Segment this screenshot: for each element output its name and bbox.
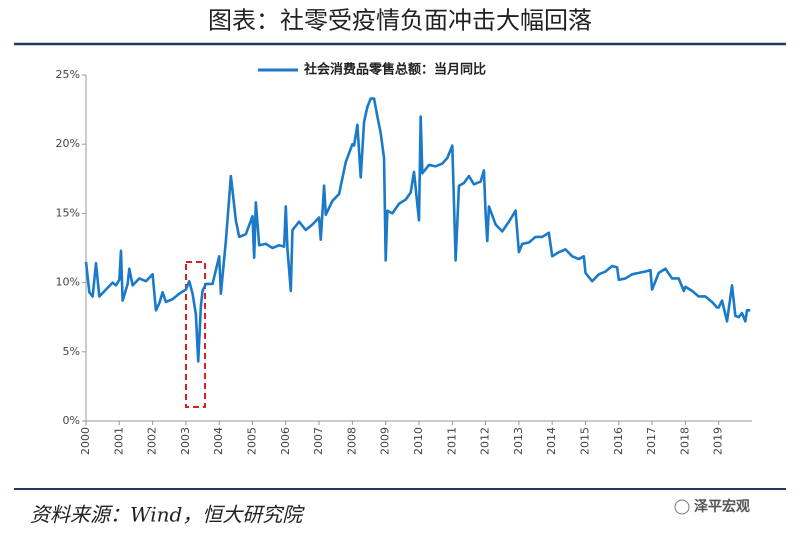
x-tick-label: 2016 [612,427,625,455]
x-tick-label: 2009 [379,427,392,455]
y-tick-label: 25% [56,68,80,81]
line [84,97,751,363]
x-tick-label: 2005 [246,427,259,455]
x-tick-label: 2014 [545,427,558,455]
y-tick-label: 5% [63,345,80,358]
source: 资料来源：Wind，恒大研究院 [30,503,305,527]
x-tick-label: 2019 [712,427,725,455]
x-tick-label: 2013 [512,427,525,455]
x-tick-label: 2015 [579,427,592,455]
x-tick-label: 2006 [279,427,292,455]
x-tick-label: 2000 [79,427,92,455]
x-tick-label: 2007 [312,427,325,455]
x-tick-label: 2018 [678,427,691,455]
x-tick-label: 2001 [112,427,125,455]
y-tick-label: 10% [56,276,80,289]
y-tick-label: 0% [63,414,80,427]
watermark: 泽平宏观 [694,498,750,515]
legend-label: 社会消费品零售总额：当月同比 [303,62,486,78]
x-tick-label: 2017 [645,427,658,455]
y-tick-label: 20% [56,137,80,150]
x-tick-label: 2008 [345,427,358,455]
chart-title: 图表：社零受疫情负面冲击大幅回落 [208,7,592,35]
highlight-box [185,261,206,408]
watermark-icon [674,499,690,515]
x-tick-label: 2010 [412,427,425,455]
y-tick-label: 15% [56,206,80,219]
x-tick-label: 2004 [212,427,225,455]
x-tick-label: 2003 [179,427,192,455]
x-tick-label: 2002 [146,427,159,455]
x-tick-label: 2011 [445,427,458,455]
x-tick-label: 2012 [479,427,492,455]
